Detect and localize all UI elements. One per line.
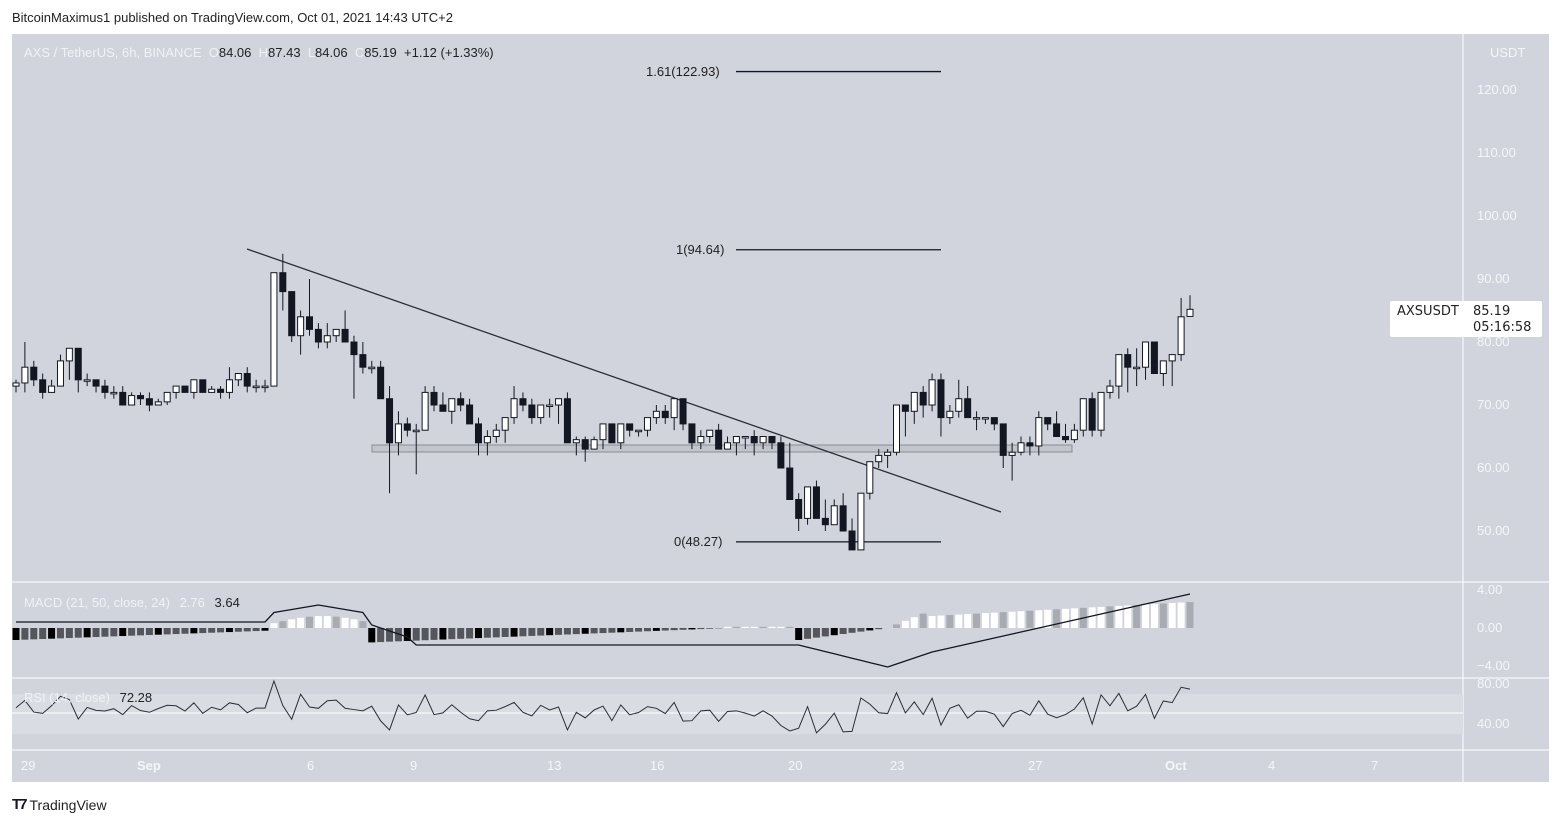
macd-tick-zero: 0.00 xyxy=(1477,620,1503,635)
price-tick: 120.00 xyxy=(1477,82,1517,97)
chart-frame[interactable] xyxy=(12,34,1549,782)
high-value: 87.43 xyxy=(268,45,301,60)
time-tick: 16 xyxy=(650,758,665,773)
rsi-legend: RSI (14, close) 72.28 xyxy=(24,690,152,705)
price-tag-countdown: 05:16:58 xyxy=(1473,320,1532,335)
time-tick: Oct xyxy=(1165,758,1187,773)
time-tick: 23 xyxy=(890,758,905,773)
price-tick: 70.00 xyxy=(1477,397,1510,412)
rsi-label: RSI (14, close) xyxy=(24,690,110,705)
publisher-info: BitcoinMaximus1 published on TradingView… xyxy=(12,10,453,25)
macd-label: MACD (21, 50, close, 24) xyxy=(24,595,170,610)
time-tick: 20 xyxy=(788,758,803,773)
time-tick: 29 xyxy=(21,758,36,773)
price-tick: 110.00 xyxy=(1477,145,1516,160)
fib-level-1618: 1.61(122.93) xyxy=(646,64,720,79)
low-value: 84.06 xyxy=(315,45,348,60)
fib-level-1: 1(94.64) xyxy=(676,242,725,257)
price-tick: 50.00 xyxy=(1477,523,1510,538)
rsi-value: 72.28 xyxy=(119,690,153,705)
time-tick: 27 xyxy=(1028,758,1043,773)
tradingview-logo-icon: T7 xyxy=(12,796,27,813)
macd-tick-neg: −4.00 xyxy=(1477,658,1510,673)
price-tick: 80.00 xyxy=(1477,334,1510,349)
open-value: 84.06 xyxy=(218,45,252,60)
price-tag-symbol: AXSUSDT xyxy=(1397,304,1459,319)
time-tick: 6 xyxy=(307,758,315,773)
price-tick: 100.00 xyxy=(1477,208,1517,223)
time-tick: 9 xyxy=(410,758,418,773)
symbol-name: AXS / TetherUS, 6h, BINANCE xyxy=(24,45,202,60)
time-tick: 13 xyxy=(547,758,562,773)
time-tick: Sep xyxy=(137,758,161,773)
close-value: 85.19 xyxy=(364,45,397,60)
rsi-tick-40: 40.00 xyxy=(1477,716,1510,731)
macd-legend: MACD (21, 50, close, 24) 2.76 3.64 xyxy=(24,595,240,610)
price-tag-price: 85.19 xyxy=(1473,304,1511,319)
time-tick: 7 xyxy=(1371,758,1379,773)
price-tick: 60.00 xyxy=(1477,460,1510,475)
footer-brand: T7 TradingView xyxy=(12,796,107,813)
macd-tick-pos: 4.00 xyxy=(1477,582,1503,597)
macd-hist-value: 2.76 xyxy=(179,595,205,610)
currency-label: USDT xyxy=(1490,45,1526,60)
time-tick: 4 xyxy=(1268,758,1276,773)
price-tick: 90.00 xyxy=(1477,271,1510,286)
fib-level-0: 0(48.27) xyxy=(674,534,723,549)
symbol-legend: AXS / TetherUS, 6h, BINANCE O84.06 H87.4… xyxy=(24,45,494,60)
macd-line-value: 3.64 xyxy=(214,595,240,610)
footer-brand-label: TradingView xyxy=(29,796,107,813)
rsi-tick-80: 80.00 xyxy=(1477,676,1510,691)
change-value: +1.12 (+1.33%) xyxy=(404,45,494,60)
last-price-tag: AXSUSDT 85.19 05:16:58 xyxy=(1390,301,1542,337)
